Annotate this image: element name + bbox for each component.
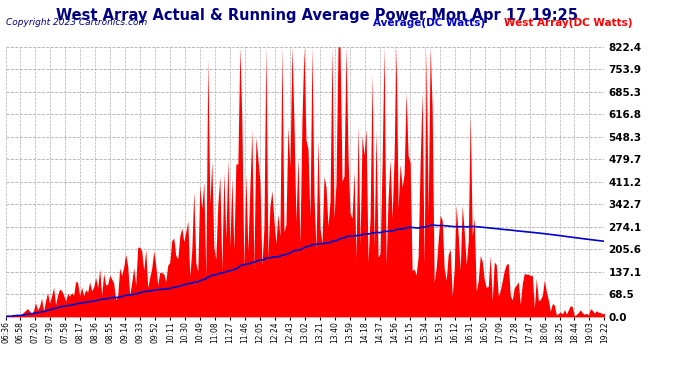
Text: Average(DC Watts): Average(DC Watts) <box>373 18 484 28</box>
Text: Copyright 2023 Cartronics.com: Copyright 2023 Cartronics.com <box>6 18 147 27</box>
Text: West Array(DC Watts): West Array(DC Watts) <box>504 18 632 28</box>
Text: West Array Actual & Running Average Power Mon Apr 17 19:25: West Array Actual & Running Average Powe… <box>57 8 578 23</box>
